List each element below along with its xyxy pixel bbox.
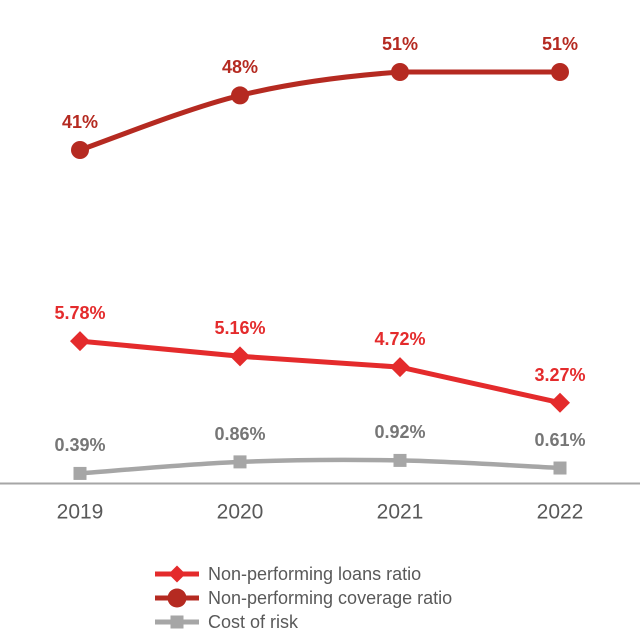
circle-marker — [551, 63, 569, 81]
data-label: 0.61% — [534, 430, 586, 451]
data-label: 4.72% — [374, 329, 426, 350]
data-label: 48% — [221, 57, 259, 78]
legend: Non-performing loans ratio Non-performin… — [155, 562, 452, 634]
legend-label: Non-performing coverage ratio — [208, 588, 453, 608]
data-label: 0.86% — [214, 423, 266, 444]
legend-circle-icon — [155, 588, 199, 608]
diamond-marker — [230, 346, 250, 367]
square-marker — [73, 466, 87, 480]
series-line-square — [77, 457, 563, 476]
circle-marker — [391, 63, 409, 81]
series-line-diamond — [77, 338, 563, 406]
diamond-marker — [390, 357, 410, 378]
legend-item-loans-ratio: Non-performing loans ratio — [155, 562, 452, 586]
data-label: 51% — [541, 34, 579, 54]
legend-item-coverage-ratio: Non-performing coverage ratio — [155, 586, 452, 610]
x-axis-tick-label: 2019 — [56, 500, 104, 524]
legend-diamond-icon — [155, 565, 199, 583]
data-label: 51% — [381, 34, 419, 54]
x-axis-tick-label: 2020 — [216, 500, 264, 524]
series-line-circle — [77, 69, 563, 153]
data-label: 5.16% — [214, 318, 266, 339]
data-label: 3.27% — [534, 364, 586, 385]
square-marker — [553, 461, 567, 475]
data-label: 0.39% — [54, 435, 106, 456]
legend-item-cost-of-risk: Cost of risk — [155, 610, 452, 634]
x-axis-tick-label: 2021 — [376, 500, 424, 524]
data-label: 41% — [61, 112, 99, 132]
legend-label: Non-performing loans ratio — [208, 564, 422, 584]
circle-marker — [231, 86, 249, 105]
x-axis-tick-label: 2022 — [536, 500, 584, 524]
data-label: 0.92% — [374, 422, 426, 443]
diamond-marker — [550, 392, 570, 413]
data-label: 5.78% — [54, 303, 106, 324]
legend-square-icon — [155, 615, 199, 629]
diamond-marker — [70, 331, 90, 352]
circle-marker — [71, 141, 89, 159]
legend-label: Cost of risk — [208, 612, 299, 632]
square-marker — [393, 453, 407, 467]
square-marker — [233, 455, 247, 469]
